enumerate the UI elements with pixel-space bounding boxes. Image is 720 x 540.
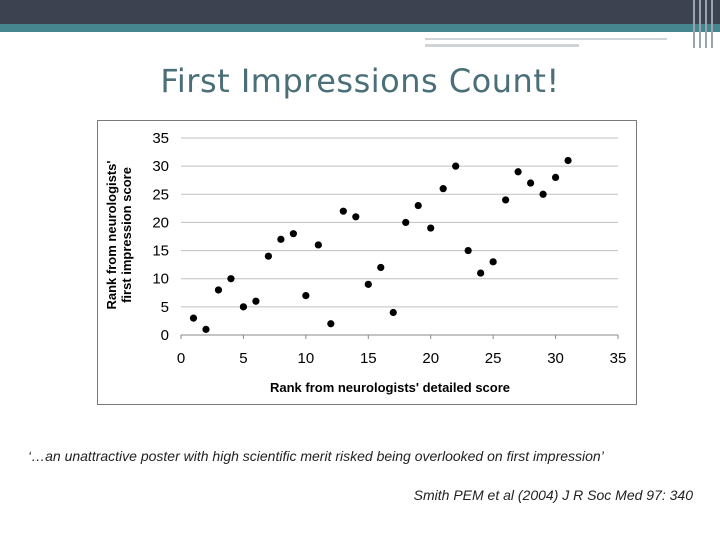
x-tick-label: 30 xyxy=(547,350,564,367)
scatter-point xyxy=(539,190,547,198)
scatter-point xyxy=(252,297,260,305)
scatter-point xyxy=(477,269,485,277)
scatter-point xyxy=(377,263,385,272)
scatter-point xyxy=(427,224,435,232)
x-tick-label: 5 xyxy=(239,350,247,367)
decorative-line xyxy=(425,38,667,40)
scatter-point xyxy=(289,230,297,238)
y-tick-label: 30 xyxy=(152,158,169,175)
scatter-point xyxy=(227,275,235,283)
scatter-point xyxy=(314,241,322,249)
x-tick-label: 10 xyxy=(298,350,315,367)
scatter-point xyxy=(339,207,347,215)
y-axis-label-line-2: first impression score xyxy=(119,167,134,303)
scatter-point xyxy=(364,280,372,288)
decorative-side-bars xyxy=(693,0,720,48)
chart-frame: 0 5 10 15 20 25 30 35 0 5 10 15 20 25 30 35 Rank from n… xyxy=(97,120,637,405)
x-tick-label: 35 xyxy=(610,350,627,367)
scatter-point xyxy=(564,156,572,165)
chart-axes xyxy=(180,334,619,339)
slide-title: First Impressions Count! xyxy=(160,62,560,100)
x-tick-label: 20 xyxy=(422,350,439,367)
y-tick-label: 5 xyxy=(161,299,169,316)
y-axis-label-line-1: Rank from neurologists' xyxy=(104,161,119,310)
y-tick-label: 20 xyxy=(152,214,169,231)
x-axis-label: Rank from neurologists' detailed score xyxy=(270,380,510,395)
scatter-point xyxy=(277,235,285,243)
x-tick-label: 15 xyxy=(360,350,377,367)
scatter-point xyxy=(189,314,198,322)
scatter-point xyxy=(439,185,447,193)
y-tick-label: 10 xyxy=(152,271,169,288)
scatter-point xyxy=(514,168,522,176)
scatter-point xyxy=(327,320,335,328)
decorative-line xyxy=(425,44,579,47)
scatter-point xyxy=(389,308,397,317)
y-tick-label: 15 xyxy=(152,243,169,260)
scatter-point xyxy=(214,286,223,294)
scatter-point xyxy=(352,213,360,221)
y-axis-label: Rank from neurologists' first impression… xyxy=(104,161,134,310)
scatter-chart: 0 5 10 15 20 25 30 35 0 5 10 15 20 25 30 35 Rank from n… xyxy=(104,130,626,395)
y-tick-label: 25 xyxy=(152,186,169,203)
scatter-point xyxy=(414,201,422,210)
scatter-point xyxy=(489,258,497,266)
scatter-point xyxy=(264,252,272,260)
y-tick-label: 0 xyxy=(161,327,169,344)
citation-text: Smith PEM et al (2004) J R Soc Med 97: 3… xyxy=(413,487,693,503)
scatter-point xyxy=(452,162,460,170)
scatter-point xyxy=(402,218,410,227)
chart-points xyxy=(189,156,572,333)
y-tick-label: 35 xyxy=(152,130,169,147)
quote-text: ‘…an unattractive poster with high scien… xyxy=(28,448,604,464)
header-band xyxy=(0,0,720,24)
scatter-point xyxy=(527,179,535,187)
chart-gridlines xyxy=(181,137,618,308)
scatter-point xyxy=(202,325,210,333)
chart-tick-labels: 0 5 10 15 20 25 30 35 0 5 10 15 20 25 30 35 xyxy=(152,130,626,367)
scatter-point xyxy=(551,173,560,181)
scatter-point xyxy=(464,246,472,255)
x-tick-label: 0 xyxy=(177,350,185,367)
scatter-point xyxy=(502,196,510,204)
x-tick-label: 25 xyxy=(485,350,502,367)
scatter-point xyxy=(239,303,248,311)
header-accent-stripe xyxy=(0,24,720,32)
scatter-point xyxy=(302,292,310,300)
